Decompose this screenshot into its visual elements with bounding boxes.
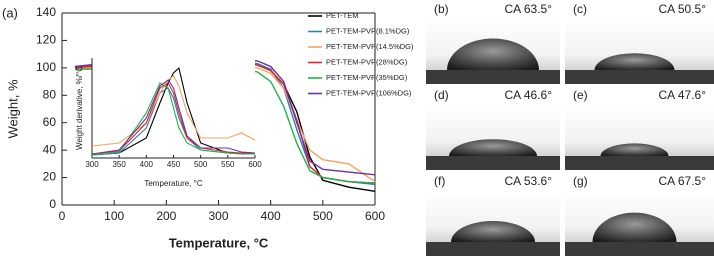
droplet xyxy=(449,139,537,156)
droplet-panel: (f) CA 53.6° xyxy=(426,174,560,256)
droplet-panel: (c) CA 50.5° xyxy=(565,2,714,84)
droplet xyxy=(451,221,535,242)
y-tick-label: 20 xyxy=(43,170,57,184)
panel-label: (b) xyxy=(434,2,449,16)
x-tick-label: 450 xyxy=(167,160,181,169)
droplet-panel: (g) CA 67.5° xyxy=(565,174,714,256)
legend-label: PET-TEM-PVP(35%DG) xyxy=(326,73,408,82)
contact-angle: CA 50.5° xyxy=(659,2,707,16)
contact-angle: CA 47.6° xyxy=(659,88,707,102)
contact-angle: CA 46.6° xyxy=(505,88,553,102)
x-tick-label: 400 xyxy=(140,160,154,169)
y-tick-label: 0 xyxy=(49,197,56,211)
x-tick-label: 500 xyxy=(194,160,208,169)
x-tick-label: 100 xyxy=(104,209,124,223)
legend-label: PET-TEM xyxy=(326,11,359,20)
panel-label: (f) xyxy=(434,174,445,188)
y-tick-label: 80 xyxy=(43,87,57,101)
y-axis-label: Weight derivative, %/°C xyxy=(75,66,84,150)
x-tick-label: 500 xyxy=(313,209,333,223)
droplet xyxy=(600,143,669,156)
substrate xyxy=(426,242,560,256)
x-tick-label: 600 xyxy=(248,160,262,169)
y-tick-label: 120 xyxy=(36,33,56,47)
substrate xyxy=(565,156,714,170)
x-axis-label: Temperature, °C xyxy=(169,235,269,250)
data-line xyxy=(91,75,256,147)
x-tick-label: 300 xyxy=(85,160,99,169)
droplet xyxy=(592,212,677,242)
substrate xyxy=(565,242,714,256)
y-tick-label: 100 xyxy=(36,60,56,74)
droplet xyxy=(594,53,675,70)
contact-angle: CA 53.6° xyxy=(505,174,553,188)
legend-label: PET-TEM-PVP(8.1%DG) xyxy=(326,26,410,35)
droplet-panel: (d) CA 46.6° xyxy=(426,88,560,170)
droplet xyxy=(447,38,539,70)
substrate xyxy=(426,70,560,84)
data-line xyxy=(91,82,255,156)
panel-label: (e) xyxy=(573,88,588,102)
contact-angle: CA 63.5° xyxy=(505,2,553,16)
legend-label: PET-TEM-PVP(14.5%DG) xyxy=(326,42,414,51)
droplet-panel: (b) CA 63.5° xyxy=(426,2,560,84)
x-tick-label: 300 xyxy=(208,209,228,223)
panel-label: (g) xyxy=(573,174,588,188)
panel-label: (a) xyxy=(2,5,18,20)
panel-label: (d) xyxy=(434,88,449,102)
x-tick-label: 600 xyxy=(365,209,385,223)
x-tick-label: 400 xyxy=(261,209,281,223)
substrate xyxy=(426,156,560,170)
x-tick-label: 200 xyxy=(156,209,176,223)
y-axis-label: Weight, % xyxy=(5,79,20,138)
panel-label: (c) xyxy=(573,2,587,16)
y-tick-label: 60 xyxy=(43,115,57,129)
x-tick-label: 0 xyxy=(59,209,66,223)
legend-label: PET-TEM-PVP(28%DG) xyxy=(326,57,408,66)
legend-label: PET-TEM-PVP(106%DG) xyxy=(326,88,412,97)
substrate xyxy=(565,70,714,84)
data-line xyxy=(91,79,256,155)
droplet-panel: (e) CA 47.6° xyxy=(565,88,714,170)
x-tick-label: 550 xyxy=(221,160,235,169)
data-line xyxy=(91,82,255,155)
contact-angle: CA 67.5° xyxy=(659,174,707,188)
x-axis-label: Temperature, °C xyxy=(144,179,203,188)
y-tick-label: 40 xyxy=(43,142,57,156)
x-tick-label: 350 xyxy=(112,160,126,169)
y-tick-label: 140 xyxy=(36,5,56,19)
